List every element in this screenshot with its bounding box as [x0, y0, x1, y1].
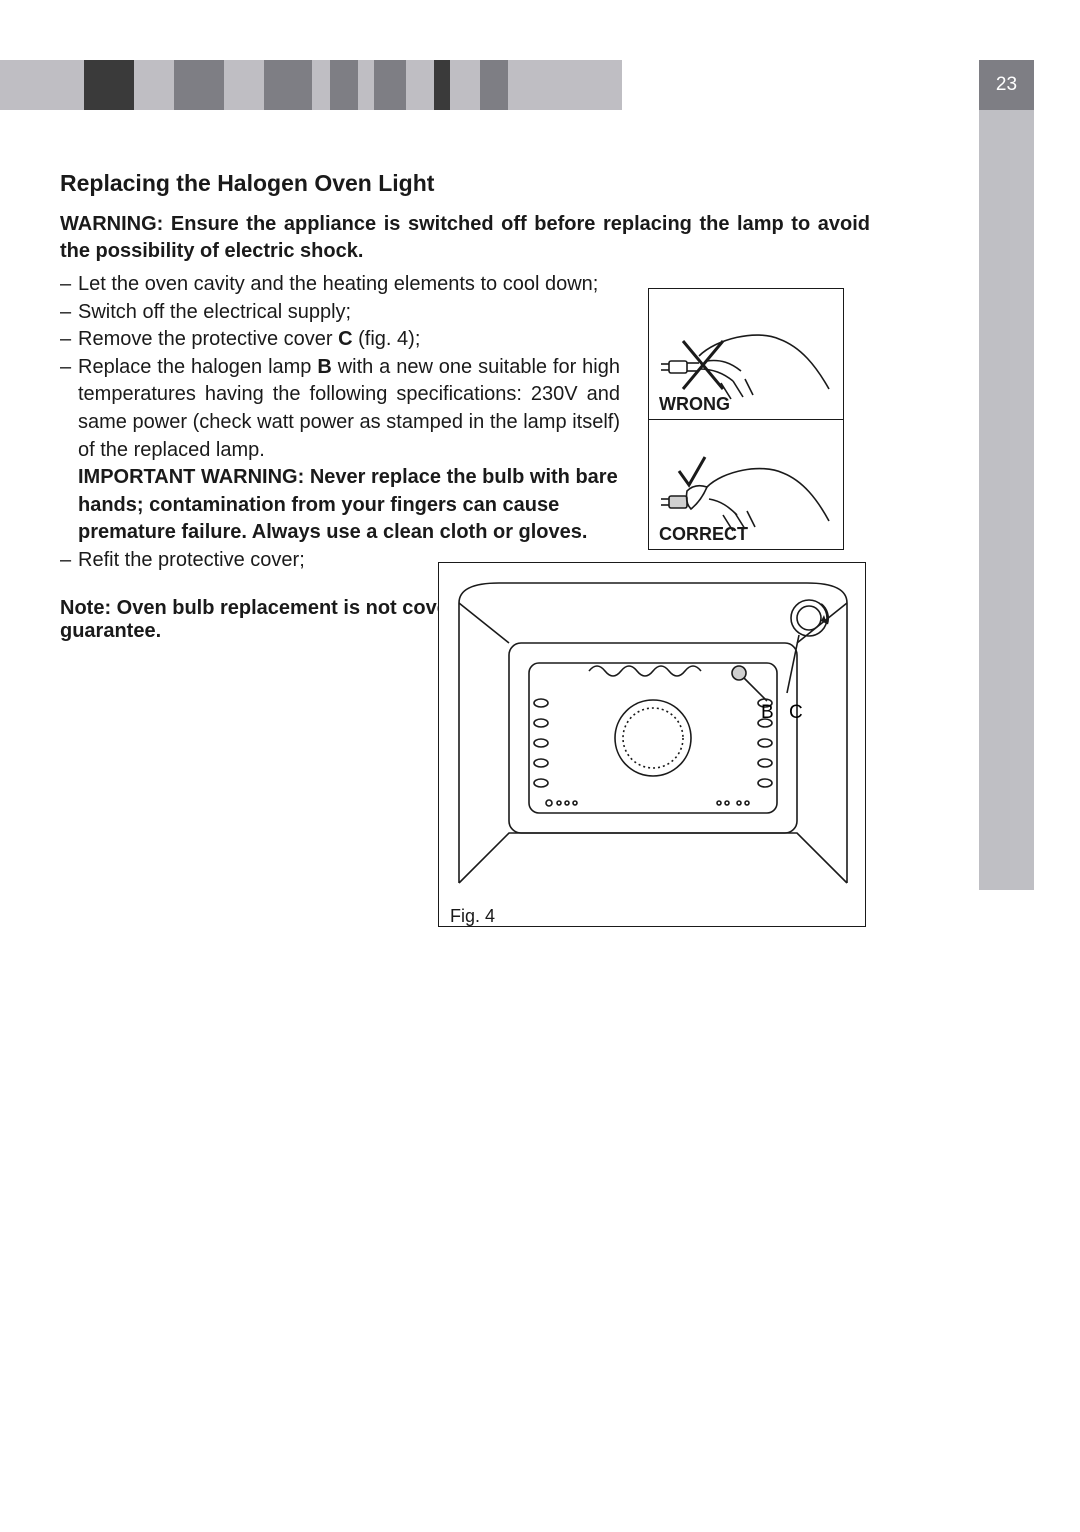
header-block — [434, 60, 450, 110]
figure-caption: Fig. 4 — [450, 906, 495, 927]
correct-panel: CORRECT — [649, 419, 843, 549]
header-block — [134, 60, 174, 110]
oven-figure: B C — [438, 562, 866, 927]
dash-icon: – — [60, 299, 78, 327]
header-block — [358, 60, 374, 110]
wrong-label: WRONG — [659, 394, 730, 415]
label-c: C — [789, 702, 803, 723]
header-block — [406, 60, 434, 110]
header-block — [224, 60, 264, 110]
header-block — [480, 60, 508, 110]
bulb-handling-figure: WRONG CORRECT — [648, 288, 844, 550]
dash-icon — [60, 464, 78, 547]
header-block — [312, 60, 330, 110]
instruction-text: Replace the halogen lamp B with a new on… — [78, 354, 620, 464]
header-block — [508, 60, 622, 110]
header-block — [264, 60, 312, 110]
dash-icon: – — [60, 354, 78, 464]
header-block — [450, 60, 480, 110]
section-title: Replacing the Halogen Oven Light — [60, 170, 870, 197]
right-margin-strip — [979, 110, 1034, 890]
header-block — [0, 60, 84, 110]
header-block — [374, 60, 406, 110]
wrong-panel: WRONG — [649, 289, 843, 419]
warning-text: WARNING: Ensure the appliance is switche… — [60, 211, 870, 265]
correct-label: CORRECT — [659, 524, 748, 545]
header-block — [330, 60, 358, 110]
dash-icon: – — [60, 326, 78, 354]
dash-icon: – — [60, 271, 78, 299]
instruction-item: – Replace the halogen lamp B with a new … — [60, 354, 620, 464]
header-stripe — [0, 60, 1080, 110]
instruction-item-warning: IMPORTANT WARNING: Never replace the bul… — [60, 464, 620, 547]
page-number-box: 23 — [979, 60, 1034, 110]
label-b: B — [761, 702, 774, 723]
header-block — [84, 60, 134, 110]
dash-icon: – — [60, 547, 78, 575]
header-block — [174, 60, 224, 110]
page-number: 23 — [996, 74, 1017, 96]
important-warning: IMPORTANT WARNING: Never replace the bul… — [78, 464, 620, 547]
oven-diagram-icon: B C — [439, 563, 867, 903]
